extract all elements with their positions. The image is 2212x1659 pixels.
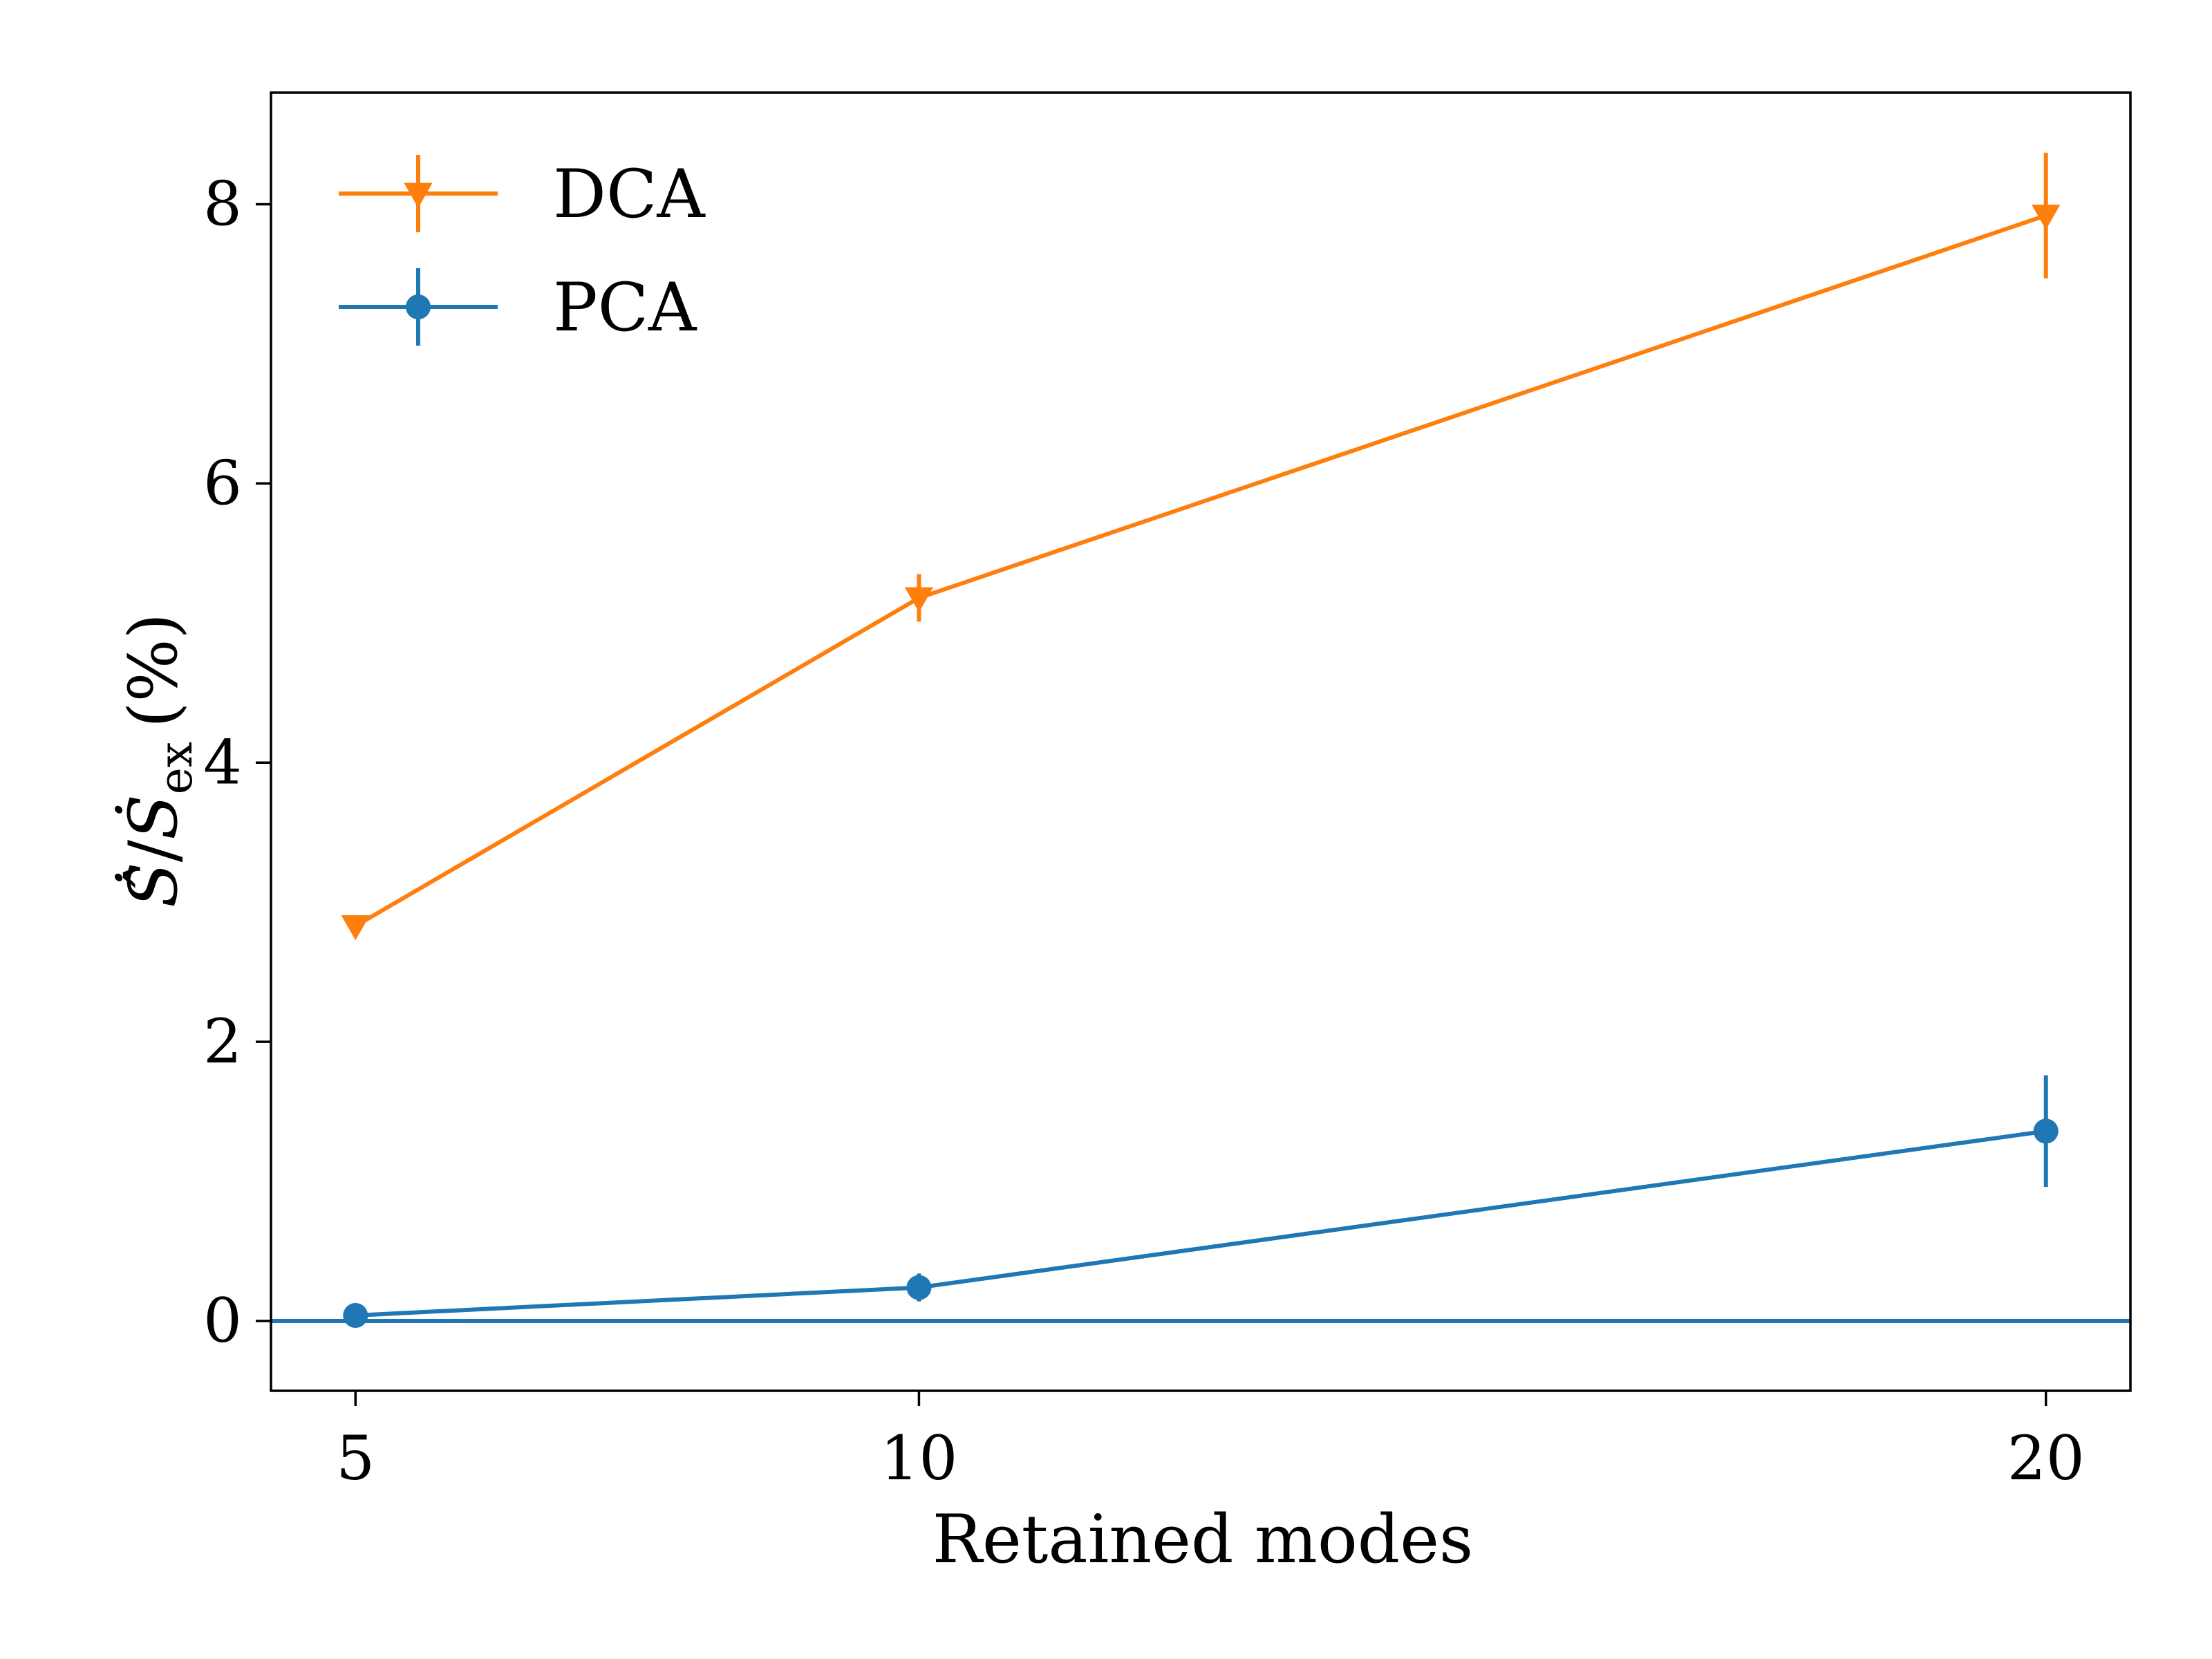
legend-label-dca: DCA <box>553 156 706 233</box>
data-point-pca-5 <box>343 1302 368 1328</box>
legend-marker-pca <box>406 294 431 319</box>
series-dca <box>341 152 2061 941</box>
data-point-pca-20 <box>2033 1118 2059 1144</box>
y-tick-label-2: 2 <box>203 1006 242 1077</box>
data-point-pca-10 <box>906 1275 932 1300</box>
x-tick-label-10: 10 <box>880 1423 957 1494</box>
y-tick-label-0: 0 <box>203 1285 242 1356</box>
plot-frame <box>270 91 2132 1392</box>
y-axis-title-dot-s: Ṡ <box>115 794 192 840</box>
y-axis-title: Ṡ̂/Ṡex (%) <box>115 613 203 908</box>
series-pca <box>343 1075 2059 1328</box>
legend-marker-dca <box>404 182 433 208</box>
data-point-dca-5 <box>341 915 370 941</box>
x-tick-label-5: 5 <box>336 1423 375 1494</box>
series-line-pca <box>355 1129 2047 1318</box>
svg-text:Ṡ̂/Ṡex(%): Ṡ̂/Ṡex (%) <box>115 613 203 908</box>
y-tick-label-8: 8 <box>203 169 242 240</box>
x-tick-label-20: 20 <box>2007 1423 2085 1494</box>
data-point-dca-10 <box>904 587 934 612</box>
legend-label-pca: PCA <box>553 269 697 346</box>
legend-item-dca: DCA <box>339 155 706 233</box>
data-point-dca-20 <box>2032 205 2061 230</box>
y-axis-title-unit: (%) <box>115 613 192 728</box>
legend: DCA PCA <box>339 155 706 346</box>
y-tick-label-6: 6 <box>203 447 242 518</box>
y-axis-title-subscript: ex <box>149 742 203 794</box>
y-axis-title-hat-s: Ṡ̂ <box>115 862 192 908</box>
y-tick-label-4: 4 <box>203 727 242 798</box>
y-axis-title-slash: / <box>115 839 192 862</box>
plot-area <box>271 152 2130 1328</box>
x-axis-title: Retained modes <box>932 1501 1474 1578</box>
axes: 5 10 20 0 2 4 6 8 <box>203 91 2132 1494</box>
legend-item-pca: PCA <box>339 268 697 346</box>
